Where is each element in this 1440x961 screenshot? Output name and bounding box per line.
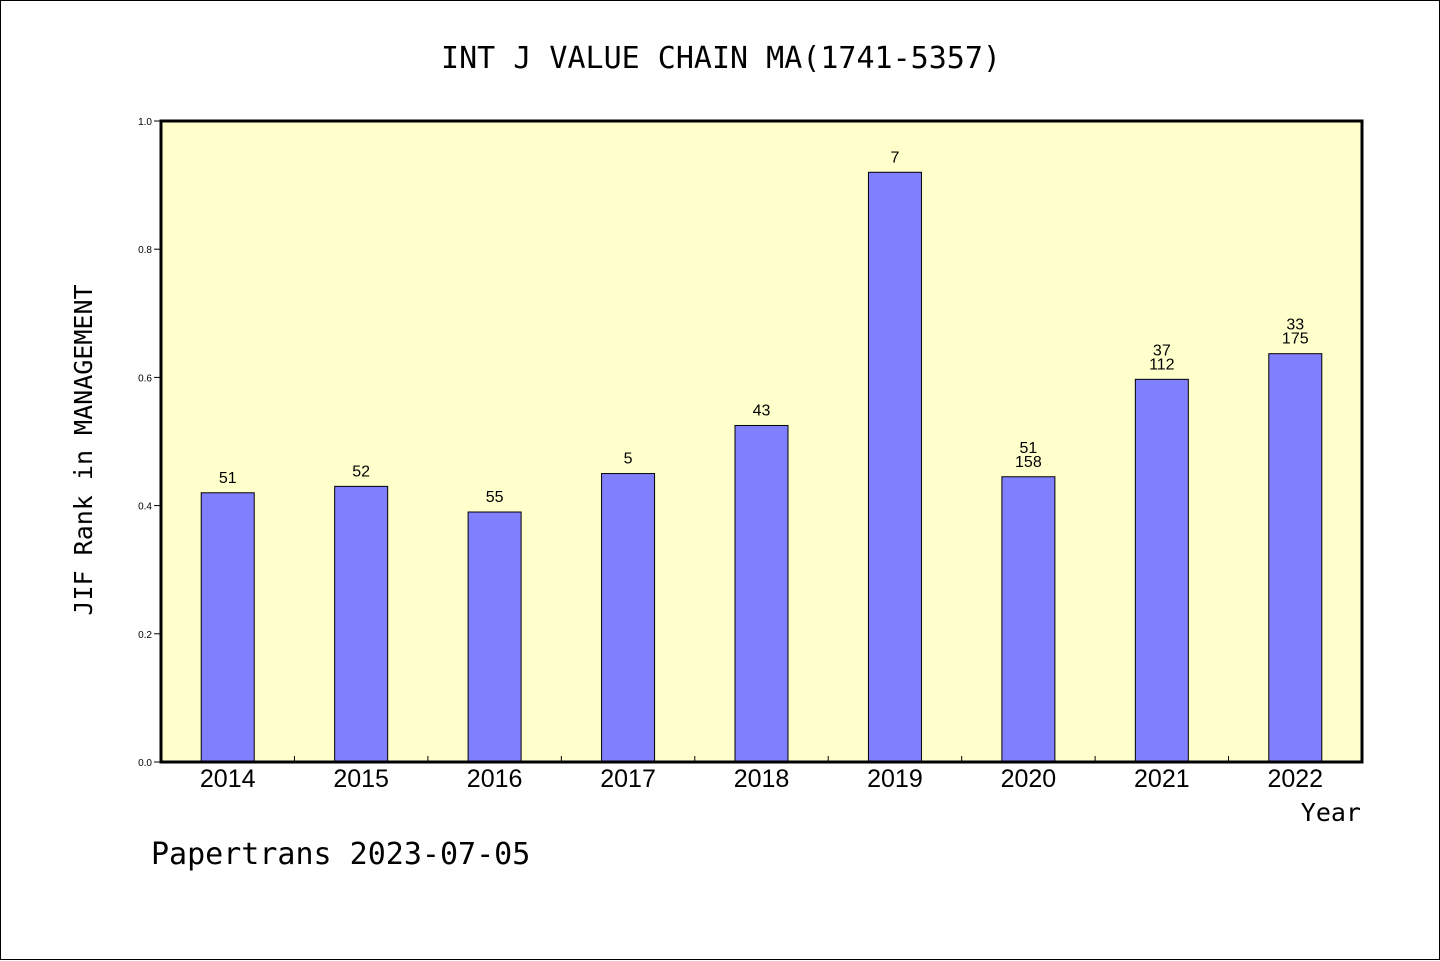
bar-2016 (467, 511, 522, 763)
y-axis-label: JIF Rank in MANAGEMENT (69, 284, 98, 615)
x-tick-label-2020: 2020 (1001, 765, 1057, 793)
bar-2014 (200, 492, 255, 763)
y-tick-label: 1.0 (138, 117, 152, 128)
bar-2020 (1001, 476, 1056, 763)
y-tick-label: 0.4 (138, 502, 152, 513)
x-tick-label-2022: 2022 (1267, 765, 1323, 793)
bars-layer (200, 171, 1323, 763)
data-label-2022: 33 (1286, 317, 1304, 334)
x-tick-label-2021: 2021 (1134, 765, 1190, 793)
data-label-2021: 37 (1153, 342, 1171, 359)
data-label-2019: 7 (890, 149, 899, 166)
x-tick-label-2019: 2019 (867, 765, 923, 793)
bar-2019 (867, 171, 922, 763)
data-label-2016: 55 (486, 489, 504, 506)
footer-credit: Papertrans 2023-07-05 (151, 837, 530, 872)
y-tick-label: 0.0 (138, 758, 152, 769)
y-axis: 0.0 0.2 0.4 0.6 0.8 1.0 (138, 117, 161, 769)
data-label-2022: 175 (1282, 331, 1309, 348)
x-axis-label: Year (1301, 798, 1361, 827)
data-label-2014: 51 (219, 470, 237, 487)
bar-2021 (1134, 378, 1189, 763)
x-tick-label-2016: 2016 (467, 765, 523, 793)
x-axis: 2014 2015 2016 2017 2018 2019 2020 2021 2022 (200, 756, 1323, 793)
data-label-2020: 158 (1015, 454, 1042, 471)
bar-2017 (601, 473, 656, 763)
x-tick-label-2018: 2018 (734, 765, 790, 793)
data-label-2018: 43 (753, 402, 771, 419)
data-label-2020: 51 (1019, 440, 1037, 457)
data-label-2021: 112 (1149, 356, 1175, 373)
chart-title: INT J VALUE CHAIN MA(1741-5357) (441, 41, 1001, 76)
y-tick-label: 0.2 (138, 630, 152, 641)
plot-border (159, 119, 1364, 764)
data-label-2017: 5 (624, 451, 633, 468)
y-tick-label: 0.6 (138, 373, 152, 384)
x-tick-label-2015: 2015 (333, 765, 389, 793)
data-label-2015: 52 (352, 463, 370, 480)
x-tick-label-2014: 2014 (200, 765, 256, 793)
x-tick-label-2017: 2017 (600, 765, 656, 793)
bar-2018 (734, 424, 789, 763)
y-tick-label: 0.8 (138, 245, 152, 256)
bar-2015 (334, 485, 389, 763)
bar-2022 (1268, 353, 1323, 763)
